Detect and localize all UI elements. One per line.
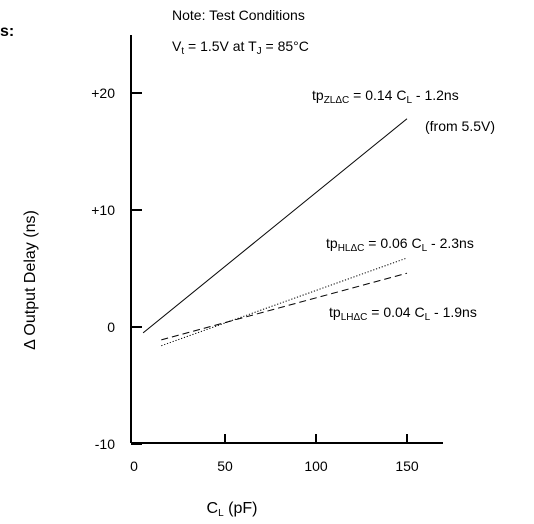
series-layer	[142, 118, 408, 347]
x-tick-label: 0	[130, 458, 138, 474]
y-tick-label: 0	[107, 319, 115, 335]
x-axis-label: CL (pF)	[206, 500, 258, 519]
x-tick-label: 100	[304, 458, 328, 474]
series-line-hl	[161, 257, 408, 347]
x-tick-label: 50	[217, 458, 233, 474]
series-label-zl: tpZLΔC = 0.14 CL - 1.2ns	[312, 87, 459, 106]
series-line-zl	[142, 118, 408, 334]
series-label-lh: tpLHΔC = 0.04 CL - 1.9ns	[329, 304, 477, 323]
y-tick-label: +10	[91, 202, 115, 218]
chart-title-line2: Vt = 1.5V at TJ = 85°C	[172, 38, 309, 57]
y-tick-label: +20	[91, 85, 115, 101]
y-tick-label: -10	[94, 436, 115, 452]
page-fragment-label: s:	[0, 23, 15, 40]
x-tick-label: 150	[395, 458, 419, 474]
chart-axes	[130, 35, 443, 445]
y-axis-label: Δ Output Delay (ns)	[22, 210, 39, 350]
series-line-lh	[161, 272, 408, 341]
chart-title-line1: Note: Test Conditions	[172, 7, 305, 23]
series-note-zl: (from 5.5V)	[425, 118, 496, 134]
series-label-hl: tpHLΔC = 0.06 CL - 2.3ns	[326, 235, 474, 254]
